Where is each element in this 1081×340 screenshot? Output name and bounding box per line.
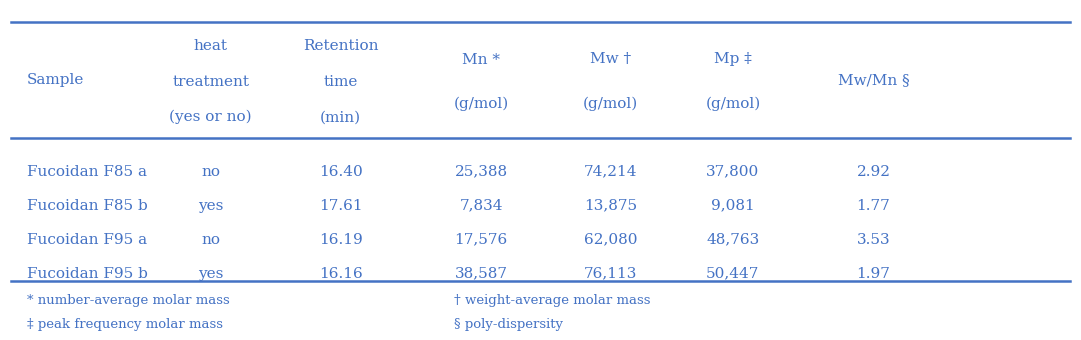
Text: 74,214: 74,214 (584, 165, 638, 179)
Text: Mp ‡: Mp ‡ (715, 52, 751, 67)
Text: (g/mol): (g/mol) (705, 97, 761, 111)
Text: Fucoidan F85 a: Fucoidan F85 a (27, 165, 147, 179)
Text: no: no (201, 233, 221, 247)
Text: 13,875: 13,875 (584, 199, 638, 213)
Text: * number-average molar mass: * number-average molar mass (27, 294, 230, 307)
Text: Fucoidan F95 a: Fucoidan F95 a (27, 233, 147, 247)
Text: 16.16: 16.16 (319, 267, 362, 281)
Text: Fucoidan F85 b: Fucoidan F85 b (27, 199, 148, 213)
Text: 16.19: 16.19 (319, 233, 362, 247)
Text: treatment: treatment (172, 74, 250, 89)
Text: Sample: Sample (27, 73, 84, 87)
Text: 17.61: 17.61 (319, 199, 362, 213)
Text: heat: heat (193, 39, 228, 53)
Text: (g/mol): (g/mol) (583, 97, 639, 111)
Text: 25,388: 25,388 (454, 165, 508, 179)
Text: 1.97: 1.97 (856, 267, 891, 281)
Text: no: no (201, 165, 221, 179)
Text: yes: yes (198, 199, 224, 213)
Text: 7,834: 7,834 (459, 199, 503, 213)
Text: (min): (min) (320, 110, 361, 124)
Text: Fucoidan F95 b: Fucoidan F95 b (27, 267, 148, 281)
Text: Mn *: Mn * (462, 52, 501, 67)
Text: (yes or no): (yes or no) (170, 110, 252, 124)
Text: yes: yes (198, 267, 224, 281)
Text: 1.77: 1.77 (856, 199, 891, 213)
Text: Mw/Mn §: Mw/Mn § (838, 73, 909, 87)
Text: 38,587: 38,587 (454, 267, 508, 281)
Text: ‡ peak frequency molar mass: ‡ peak frequency molar mass (27, 318, 223, 331)
Text: † weight-average molar mass: † weight-average molar mass (454, 294, 651, 307)
Text: Retention: Retention (303, 39, 378, 53)
Text: 48,763: 48,763 (706, 233, 760, 247)
Text: 16.40: 16.40 (319, 165, 362, 179)
Text: 2.92: 2.92 (856, 165, 891, 179)
Text: Mw †: Mw † (590, 52, 631, 67)
Text: 50,447: 50,447 (706, 267, 760, 281)
Text: 37,800: 37,800 (706, 165, 760, 179)
Text: 76,113: 76,113 (584, 267, 638, 281)
Text: time: time (323, 74, 358, 89)
Text: 3.53: 3.53 (856, 233, 891, 247)
Text: § poly-dispersity: § poly-dispersity (454, 318, 563, 331)
Text: 17,576: 17,576 (454, 233, 508, 247)
Text: (g/mol): (g/mol) (453, 97, 509, 111)
Text: 62,080: 62,080 (584, 233, 638, 247)
Text: 9,081: 9,081 (711, 199, 755, 213)
